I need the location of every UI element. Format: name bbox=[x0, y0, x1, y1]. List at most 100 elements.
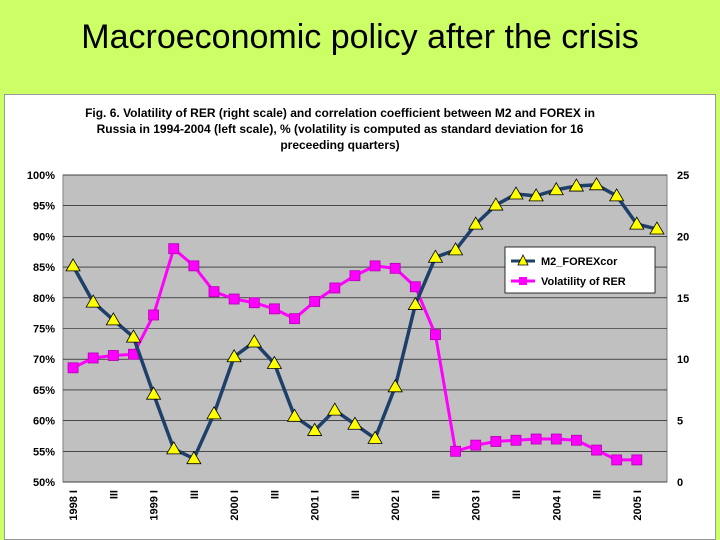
x-tick-label: III bbox=[108, 490, 120, 499]
m2-point bbox=[508, 186, 524, 200]
caption-line: Russia in 1994-2004 (left scale), % (vol… bbox=[97, 122, 584, 136]
left-tick-label: 75% bbox=[33, 324, 55, 336]
right-axis: 25 20 15 10 5 0 bbox=[677, 170, 689, 489]
rer-point bbox=[470, 439, 482, 451]
m2-point bbox=[588, 177, 605, 191]
m2-point bbox=[608, 188, 625, 202]
left-tick-label: 80% bbox=[33, 293, 55, 305]
rer-point bbox=[409, 281, 421, 293]
legend-marker-m2 bbox=[517, 254, 529, 266]
left-tick-label: 50% bbox=[33, 477, 55, 489]
rer-point bbox=[490, 436, 502, 447]
left-tick-label: 60% bbox=[33, 416, 55, 428]
rer-point bbox=[571, 434, 582, 446]
legend-marker-rer bbox=[519, 277, 527, 285]
legend-box bbox=[504, 246, 656, 294]
left-tick-label: 100% bbox=[27, 170, 55, 182]
x-tick-label: III bbox=[269, 490, 281, 499]
rer-point bbox=[349, 270, 361, 282]
left-tick-label: 90% bbox=[33, 231, 55, 243]
x-tick-label: III bbox=[189, 490, 201, 499]
chart-svg: Fig. 6. Volatility of RER (right scale) … bbox=[27, 106, 689, 521]
rer-point bbox=[530, 433, 542, 445]
m2-point bbox=[629, 216, 645, 230]
left-tick-label: 85% bbox=[33, 262, 55, 274]
m2-point bbox=[649, 221, 665, 235]
legend: M2_FOREXcor Volatility of RER bbox=[504, 246, 656, 294]
rer-point bbox=[309, 296, 321, 307]
rer-point bbox=[268, 303, 280, 315]
chart-caption: Fig. 6. Volatility of RER (right scale) … bbox=[85, 106, 595, 152]
rer-point bbox=[329, 282, 341, 294]
caption-line: preceeding quarters) bbox=[280, 138, 399, 152]
rer-point bbox=[208, 286, 220, 298]
left-axis: 100% 95% 90% 85% 80% 75% 70% 65% 60% 55% 50% bbox=[27, 170, 55, 489]
rer-point bbox=[248, 297, 260, 309]
m2-point bbox=[468, 216, 484, 230]
slide-title: Macroeconomic policy after the crisis bbox=[81, 18, 639, 56]
rer-point bbox=[67, 362, 79, 374]
m2-point bbox=[528, 188, 544, 202]
rer-point bbox=[510, 434, 522, 446]
rer-point bbox=[188, 260, 200, 272]
x-tick-label: III bbox=[592, 490, 604, 499]
x-tick-label: 2005 I bbox=[632, 490, 644, 521]
m2-point bbox=[387, 379, 403, 393]
x-tick-label: 2003 I bbox=[471, 490, 483, 521]
x-tick-label: III bbox=[430, 490, 442, 499]
rer-point bbox=[369, 260, 381, 272]
series-layer bbox=[65, 177, 665, 466]
left-tick-label: 55% bbox=[33, 446, 55, 458]
m2-point bbox=[488, 197, 504, 211]
m2-point bbox=[427, 249, 444, 263]
m2-point bbox=[145, 386, 162, 400]
x-tick-label: 2001 I bbox=[310, 490, 322, 521]
x-tick-label: III bbox=[511, 490, 523, 499]
m2-point bbox=[306, 422, 323, 436]
m2-point bbox=[568, 178, 585, 192]
left-tick-label: 70% bbox=[33, 354, 55, 366]
x-tick-label: 2000 I bbox=[229, 490, 241, 521]
left-tick-label: 65% bbox=[33, 385, 55, 397]
x-tick-label: 2002 I bbox=[390, 490, 402, 521]
rer-point bbox=[389, 262, 401, 274]
legend-label-m2: M2_FOREXcor bbox=[541, 256, 618, 268]
m2-point bbox=[447, 242, 464, 256]
m2-point bbox=[367, 430, 383, 444]
right-tick-label: 15 bbox=[677, 293, 689, 305]
m2-point bbox=[347, 416, 363, 430]
left-tick-label: 95% bbox=[33, 201, 55, 213]
rer-point bbox=[289, 313, 300, 325]
x-tick-label: 1998 I bbox=[68, 490, 80, 521]
rer-point bbox=[148, 309, 160, 321]
m2-point bbox=[125, 329, 142, 343]
rer-point bbox=[228, 293, 240, 305]
rer-point bbox=[611, 454, 623, 466]
rer-point bbox=[168, 243, 180, 255]
m2-point bbox=[407, 296, 424, 310]
rer-point bbox=[591, 444, 602, 456]
rer-point bbox=[450, 445, 462, 457]
right-tick-label: 10 bbox=[677, 354, 689, 366]
x-tick-label: III bbox=[350, 490, 362, 499]
m2-point bbox=[206, 406, 222, 420]
m2-point bbox=[548, 181, 564, 196]
caption-line: Fig. 6. Volatility of RER (right scale) … bbox=[85, 106, 595, 120]
legend-label-rer: Volatility of RER bbox=[541, 276, 626, 288]
m2-point bbox=[286, 408, 303, 422]
rer-point bbox=[550, 433, 562, 445]
right-tick-label: 0 bbox=[677, 477, 683, 489]
m2-point bbox=[186, 450, 202, 465]
m2-point bbox=[85, 294, 101, 308]
m2-point bbox=[266, 355, 283, 369]
rer-point bbox=[430, 329, 441, 341]
chart-figure: Fig. 6. Volatility of RER (right scale) … bbox=[4, 94, 716, 540]
rer-point bbox=[107, 350, 119, 361]
x-tick-label: 2004 I bbox=[551, 490, 563, 521]
rer-point bbox=[87, 352, 99, 364]
m2-point bbox=[105, 312, 122, 326]
right-tick-label: 5 bbox=[677, 416, 683, 428]
right-tick-label: 20 bbox=[677, 231, 689, 243]
m2-point bbox=[226, 348, 242, 363]
m2-point bbox=[246, 334, 262, 348]
